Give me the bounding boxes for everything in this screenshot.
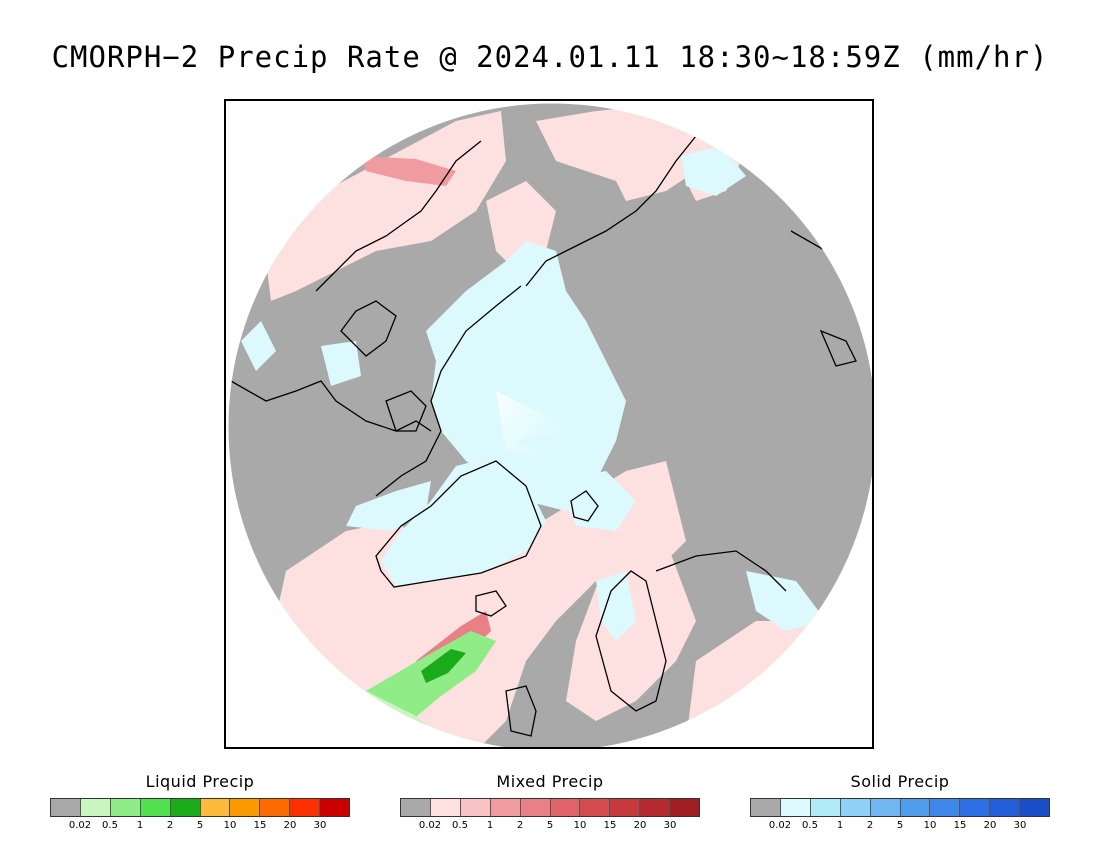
solid-precip-greenland <box>381 456 546 586</box>
legend-swatch <box>401 799 431 816</box>
legend-ticks: 0.02 0.5 1 2 5 10 15 20 30 <box>400 817 700 831</box>
solid-precip-svalbard <box>556 471 636 531</box>
legend-tick-label: 10 <box>573 820 587 831</box>
legend-ticks: 0.02 0.5 1 2 5 10 15 20 30 <box>50 817 350 831</box>
legend-tick-label: 10 <box>223 820 237 831</box>
legend-swatch <box>930 799 961 816</box>
legend-swatch <box>110 799 141 816</box>
legend-tick-label: 2 <box>516 820 524 831</box>
solid-precip-russia-west <box>746 571 826 631</box>
map-title: CMORPH−2 Precip Rate @ 2024.01.11 18:30~… <box>51 40 1049 74</box>
legend-swatch <box>51 799 81 816</box>
solid-precip-scandinavia <box>596 571 636 641</box>
legend-swatch <box>320 799 350 816</box>
legend-swatch <box>870 799 901 816</box>
legend-swatch <box>290 799 321 816</box>
legend-tick-label: 15 <box>603 820 617 831</box>
pole-radial-streaks <box>496 391 566 461</box>
legend-tick-label: 0.02 <box>418 820 442 831</box>
legend-swatch <box>140 799 171 816</box>
solid-precip-baffin <box>346 481 431 531</box>
legend-tick-label: 0.02 <box>68 820 92 831</box>
legend-tick-label: 5 <box>546 820 554 831</box>
legend-tick-label: 30 <box>313 820 327 831</box>
legend-swatch <box>80 799 111 816</box>
coastlines <box>230 135 862 737</box>
legend-tick-label: 1 <box>486 820 494 831</box>
legend-swatch <box>751 799 781 816</box>
legend-swatch <box>840 799 871 816</box>
legend-swatch <box>670 799 700 816</box>
legend-colorbar <box>400 798 700 817</box>
legend-swatch <box>1020 799 1050 816</box>
legend-tick-label: 1 <box>836 820 844 831</box>
legend-swatch <box>430 799 461 816</box>
legend-swatch <box>460 799 491 816</box>
legend-swatch <box>640 799 671 816</box>
solid-precip-hudson <box>321 341 361 386</box>
legend-title: Solid Precip <box>850 772 950 791</box>
legend-tick-label: 20 <box>983 820 997 831</box>
legend-swatch <box>610 799 641 816</box>
legend-swatch <box>200 799 231 816</box>
legend-tick-label: 20 <box>633 820 647 831</box>
legend-tick-label: 5 <box>196 820 204 831</box>
legend-swatch <box>960 799 991 816</box>
mixed-precip-alaska-coast <box>536 106 696 201</box>
legend-tick-label: 10 <box>923 820 937 831</box>
legend-solid-precip: Solid Precip 0.02 0.5 1 2 5 10 15 20 30 <box>750 772 1050 831</box>
legend-tick-label: 15 <box>953 820 967 831</box>
solid-precip-arctic-ocean <box>426 241 626 511</box>
legend-swatch <box>520 799 551 816</box>
solid-precip-canada-west <box>241 321 276 371</box>
legend-tick-label: 30 <box>1013 820 1027 831</box>
legend-swatch <box>170 799 201 816</box>
legend-tick-label: 0.5 <box>802 820 818 831</box>
legend-tick-label: 0.5 <box>452 820 468 831</box>
legend-swatch <box>580 799 611 816</box>
legend-tick-label: 2 <box>166 820 174 831</box>
legend-swatch <box>230 799 261 816</box>
legend-swatch <box>990 799 1021 816</box>
legend-tick-label: 0.5 <box>102 820 118 831</box>
legend-tick-label: 5 <box>896 820 904 831</box>
legend-swatch <box>260 799 291 816</box>
legend-mixed-precip: Mixed Precip 0.02 0.5 1 2 5 10 15 20 30 <box>400 772 700 831</box>
liquid-precip-core <box>421 649 466 683</box>
legend-tick-label: 20 <box>283 820 297 831</box>
legend-swatch <box>900 799 931 816</box>
legend-tick-label: 15 <box>253 820 267 831</box>
legend-swatch <box>550 799 581 816</box>
legend-tick-label: 30 <box>663 820 677 831</box>
polar-precip-map <box>227 102 872 747</box>
mixed-precip-north-pacific <box>266 111 506 301</box>
legend-swatch <box>490 799 521 816</box>
map-panel <box>224 99 874 749</box>
legend-colorbar <box>50 798 350 817</box>
legend-ticks: 0.02 0.5 1 2 5 10 15 20 30 <box>750 817 1050 831</box>
legend-tick-label: 0.02 <box>768 820 792 831</box>
solid-precip-siberia-patch <box>681 146 746 196</box>
legend-swatch <box>810 799 841 816</box>
map-disc-outline <box>227 102 872 747</box>
legend-tick-label: 2 <box>866 820 874 831</box>
mixed-precip-moderate-pacific <box>361 156 456 186</box>
legend-liquid-precip: Liquid Precip 0.02 0.5 1 2 5 10 15 20 30 <box>50 772 350 831</box>
legend-colorbar <box>750 798 1050 817</box>
legend-title: Mixed Precip <box>496 772 604 791</box>
legend-swatch <box>780 799 811 816</box>
legend-title: Liquid Precip <box>145 772 255 791</box>
legend-tick-label: 1 <box>136 820 144 831</box>
